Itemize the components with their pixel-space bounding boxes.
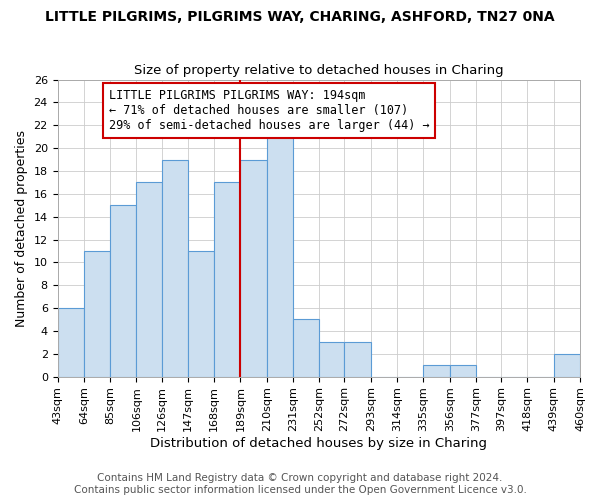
Bar	[84, 251, 110, 376]
Bar	[110, 205, 136, 376]
Title: Size of property relative to detached houses in Charing: Size of property relative to detached ho…	[134, 64, 503, 77]
Bar	[449, 365, 476, 376]
Y-axis label: Number of detached properties: Number of detached properties	[15, 130, 28, 326]
Bar	[241, 160, 267, 376]
Bar	[554, 354, 580, 376]
Text: LITTLE PILGRIMS PILGRIMS WAY: 194sqm
← 71% of detached houses are smaller (107)
: LITTLE PILGRIMS PILGRIMS WAY: 194sqm ← 7…	[109, 88, 430, 132]
Bar	[58, 308, 84, 376]
Text: LITTLE PILGRIMS, PILGRIMS WAY, CHARING, ASHFORD, TN27 0NA: LITTLE PILGRIMS, PILGRIMS WAY, CHARING, …	[45, 10, 555, 24]
Bar	[188, 251, 214, 376]
Bar	[136, 182, 161, 376]
Bar	[344, 342, 371, 376]
Bar	[267, 126, 293, 376]
Bar	[214, 182, 241, 376]
Bar	[424, 365, 449, 376]
Bar	[293, 320, 319, 376]
X-axis label: Distribution of detached houses by size in Charing: Distribution of detached houses by size …	[150, 437, 487, 450]
Text: Contains HM Land Registry data © Crown copyright and database right 2024.
Contai: Contains HM Land Registry data © Crown c…	[74, 474, 526, 495]
Bar	[161, 160, 188, 376]
Bar	[319, 342, 344, 376]
